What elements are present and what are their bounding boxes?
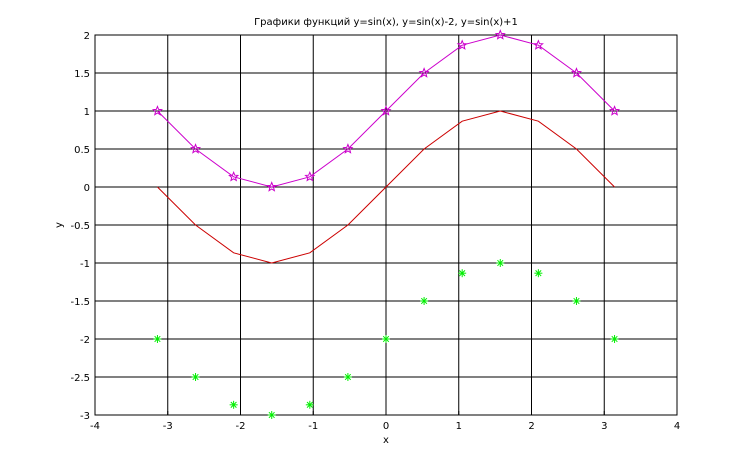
data-point-asterisk xyxy=(229,400,238,409)
x-tick-label: -3 xyxy=(163,421,173,432)
data-point-asterisk-stroke xyxy=(535,270,542,277)
data-point-star xyxy=(532,39,544,50)
series-1-line xyxy=(157,110,615,264)
data-point-asterisk xyxy=(534,269,543,278)
x-tick-label: -4 xyxy=(90,421,100,432)
data-point-star xyxy=(609,105,621,116)
series-2 xyxy=(153,259,619,419)
data-point-asterisk xyxy=(305,400,314,409)
y-tick-label: -1.5 xyxy=(70,297,90,308)
x-tick-label: 1 xyxy=(456,421,462,432)
data-point-asterisk-stroke xyxy=(192,373,199,381)
y-tick-label: -0.5 xyxy=(70,221,90,232)
data-point-asterisk-stroke xyxy=(459,270,466,277)
data-point-star xyxy=(190,143,202,154)
data-point-asterisk xyxy=(267,411,276,419)
data-point-asterisk-stroke xyxy=(230,401,237,408)
data-point-star xyxy=(380,105,392,116)
y-tick-label: 0 xyxy=(84,183,90,194)
data-point-asterisk xyxy=(420,297,429,305)
data-point-asterisk-stroke xyxy=(382,335,390,343)
data-point-star xyxy=(570,67,582,78)
data-point-asterisk xyxy=(572,297,581,305)
data-point-star xyxy=(456,39,468,50)
data-point-asterisk-stroke xyxy=(306,401,313,408)
x-tick-label: 4 xyxy=(674,421,680,432)
x-tick-label: 2 xyxy=(528,421,534,432)
data-point-asterisk xyxy=(458,269,467,278)
data-point-star xyxy=(342,143,354,154)
data-point-star xyxy=(266,181,278,192)
y-tick-label: -3 xyxy=(80,411,90,422)
data-point-asterisk xyxy=(153,335,162,343)
series-3 xyxy=(151,29,621,192)
data-point-star xyxy=(418,67,430,78)
y-tick-label: 1 xyxy=(84,107,90,118)
data-point-asterisk-stroke xyxy=(611,335,618,343)
x-axis-label: x xyxy=(383,435,389,446)
y-tick-label: -2.5 xyxy=(70,373,90,384)
data-point-asterisk xyxy=(343,373,352,381)
series-layer xyxy=(151,29,621,419)
data-point-asterisk xyxy=(382,335,390,343)
data-point-asterisk-stroke xyxy=(420,297,428,305)
x-tick-label: -2 xyxy=(236,421,246,432)
y-axis-label: y xyxy=(54,222,65,228)
y-tick-label: -2 xyxy=(80,335,90,346)
data-point-asterisk-stroke xyxy=(497,259,504,267)
series-3-line xyxy=(157,34,615,188)
data-point-asterisk-stroke xyxy=(154,335,161,343)
series-1 xyxy=(157,110,615,264)
data-point-asterisk xyxy=(191,373,200,381)
x-tick-label: 0 xyxy=(383,421,389,432)
x-tick-label: -1 xyxy=(308,421,318,432)
data-point-asterisk-stroke xyxy=(344,373,352,381)
y-tick-label: -1 xyxy=(80,259,90,270)
data-point-star xyxy=(494,29,506,40)
y-tick-label: 0.5 xyxy=(74,145,90,156)
data-point-star xyxy=(304,170,316,182)
data-point-asterisk-stroke xyxy=(573,297,580,305)
chart-title: Графики функций y=sin(x), y=sin(x)-2, y=… xyxy=(254,17,518,28)
data-point-star xyxy=(228,170,240,182)
y-tick-label: 2 xyxy=(84,31,90,42)
data-point-asterisk xyxy=(610,335,619,343)
axis-ticks: -4 -3 -2 -1 0 1 2 3 421.510.50-0.5-1-1.5-2-2.5-3 xyxy=(70,31,680,432)
data-point-asterisk xyxy=(496,259,505,267)
y-tick-label: 1.5 xyxy=(74,69,90,80)
data-point-star xyxy=(151,105,163,116)
x-tick-label: 3 xyxy=(601,421,607,432)
data-point-asterisk-stroke xyxy=(268,411,275,419)
